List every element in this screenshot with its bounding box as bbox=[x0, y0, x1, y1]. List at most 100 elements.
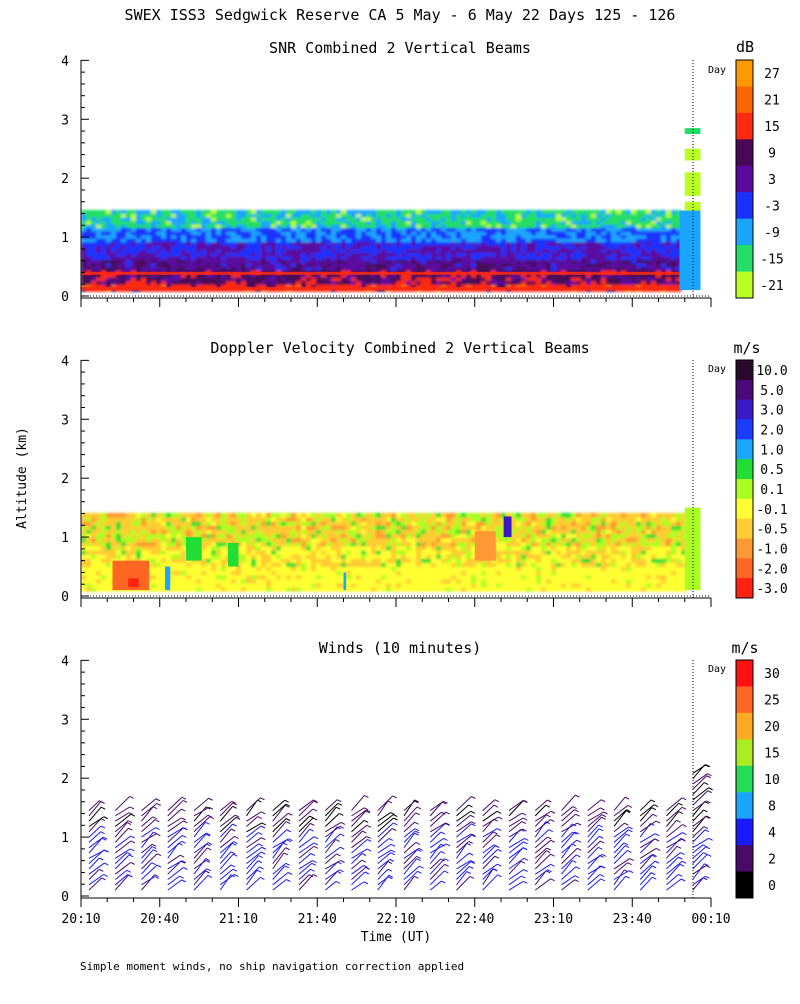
doppler-cell bbox=[611, 521, 617, 526]
doppler-cell bbox=[546, 571, 552, 576]
snr-cell bbox=[266, 256, 272, 260]
snr-cell bbox=[271, 231, 277, 235]
doppler-cell bbox=[451, 546, 457, 551]
snr-cell bbox=[326, 242, 332, 246]
doppler-cell bbox=[106, 542, 112, 547]
doppler-cell bbox=[191, 513, 197, 518]
doppler-cell bbox=[416, 583, 422, 588]
snr-cell bbox=[421, 238, 427, 242]
doppler-cell bbox=[206, 587, 212, 592]
snr-cell bbox=[611, 238, 617, 242]
doppler-cell bbox=[216, 546, 222, 551]
doppler-cell bbox=[391, 562, 397, 567]
doppler-cell bbox=[296, 575, 302, 580]
doppler-cell bbox=[511, 546, 517, 551]
doppler-cell bbox=[211, 542, 217, 547]
snr-cell bbox=[491, 252, 497, 256]
doppler-cell bbox=[116, 525, 122, 530]
snr-cell bbox=[206, 217, 212, 221]
snr-cell bbox=[621, 277, 627, 281]
snr-cell bbox=[231, 259, 237, 263]
snr-cell bbox=[436, 210, 442, 214]
doppler-cell bbox=[496, 542, 502, 547]
snr-cell bbox=[356, 242, 362, 246]
snr-cell bbox=[426, 249, 432, 253]
snr-cell bbox=[116, 228, 122, 232]
snr-cell bbox=[101, 228, 107, 232]
doppler-cell bbox=[106, 521, 112, 526]
snr-cell bbox=[581, 224, 587, 228]
doppler-cell bbox=[606, 571, 612, 576]
snr-cell bbox=[466, 249, 472, 253]
snr-cell bbox=[246, 259, 252, 263]
snr-cell bbox=[521, 221, 527, 225]
doppler-cell bbox=[341, 513, 347, 518]
snr-cell bbox=[416, 242, 422, 246]
snr-cell bbox=[206, 228, 212, 232]
snr-cell bbox=[536, 277, 542, 281]
snr-cell bbox=[411, 242, 417, 246]
doppler-cell bbox=[101, 567, 107, 572]
doppler-cell bbox=[621, 583, 627, 588]
doppler-cell bbox=[446, 521, 452, 526]
doppler-cell bbox=[581, 554, 587, 559]
doppler-cell bbox=[411, 583, 417, 588]
doppler-cell bbox=[241, 587, 247, 592]
snr-cell bbox=[451, 217, 457, 221]
snr-cell bbox=[261, 249, 267, 253]
snr-cell bbox=[91, 245, 97, 249]
doppler-cell bbox=[271, 538, 277, 543]
doppler-cell bbox=[301, 562, 307, 567]
doppler-cell bbox=[306, 525, 312, 530]
doppler-cell bbox=[606, 546, 612, 551]
snr-cell bbox=[116, 281, 122, 285]
doppler-cell bbox=[181, 546, 187, 551]
snr-cell bbox=[481, 259, 487, 263]
snr-cell bbox=[521, 231, 527, 235]
snr-cell bbox=[351, 217, 357, 221]
snr-cell bbox=[341, 210, 347, 214]
doppler-cell bbox=[501, 575, 507, 580]
doppler-cell bbox=[251, 546, 257, 551]
snr-cell bbox=[446, 214, 452, 218]
snr-cell bbox=[196, 235, 202, 239]
snr-cell bbox=[601, 238, 607, 242]
snr-cell bbox=[501, 231, 507, 235]
snr-cell bbox=[326, 263, 332, 267]
doppler-cell bbox=[406, 525, 412, 530]
snr-cell bbox=[326, 249, 332, 253]
snr-cell bbox=[571, 277, 577, 281]
doppler-cell bbox=[211, 558, 217, 563]
doppler-cell bbox=[401, 575, 407, 580]
doppler-cell bbox=[316, 562, 322, 567]
doppler-cell bbox=[331, 550, 337, 555]
snr-cell bbox=[261, 259, 267, 263]
doppler-cell bbox=[306, 550, 312, 555]
doppler-cell bbox=[386, 538, 392, 543]
snr-cell bbox=[221, 242, 227, 246]
doppler-cell bbox=[536, 587, 542, 592]
snr-cell bbox=[271, 235, 277, 239]
doppler-cell bbox=[581, 525, 587, 530]
snr-cell bbox=[96, 242, 102, 246]
doppler-cell bbox=[526, 558, 532, 563]
snr-cell bbox=[281, 214, 287, 218]
doppler-cell bbox=[641, 562, 647, 567]
doppler-cell bbox=[181, 562, 187, 567]
snr-cell bbox=[316, 259, 322, 263]
doppler-cell bbox=[466, 521, 472, 526]
snr-cell bbox=[421, 277, 427, 281]
snr-cell bbox=[251, 210, 257, 214]
snr-cell bbox=[431, 252, 437, 256]
doppler-cell bbox=[316, 517, 322, 522]
snr-cell bbox=[376, 263, 382, 267]
snr-cell bbox=[456, 224, 462, 228]
doppler-cell bbox=[521, 517, 527, 522]
snr-cell bbox=[131, 277, 137, 281]
doppler-cell bbox=[341, 554, 347, 559]
snr-cell bbox=[656, 231, 662, 235]
doppler-cell bbox=[426, 529, 432, 534]
snr-cell bbox=[601, 235, 607, 239]
snr-cell bbox=[381, 242, 387, 246]
snr-cell bbox=[161, 281, 167, 285]
